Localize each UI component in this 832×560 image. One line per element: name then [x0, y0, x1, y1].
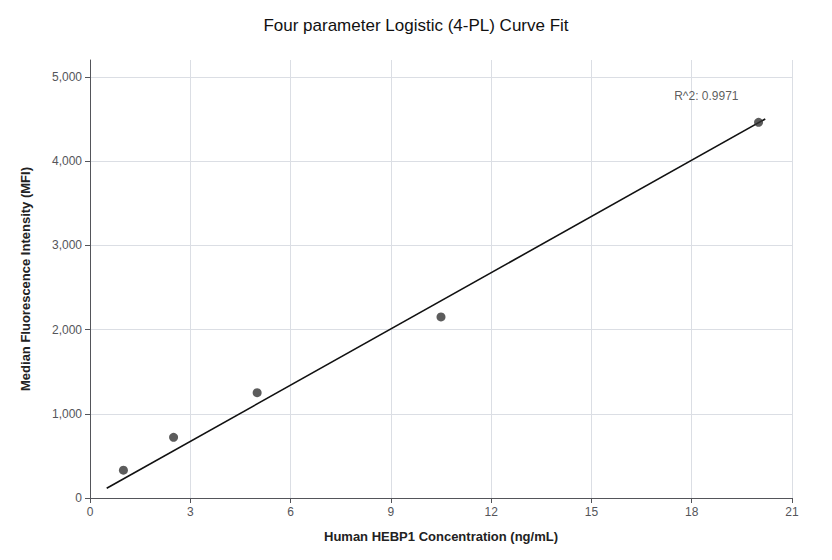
svg-text:21: 21	[785, 505, 799, 519]
svg-text:12: 12	[484, 505, 498, 519]
svg-text:0: 0	[87, 505, 94, 519]
svg-text:Median Fluorescence Intensity: Median Fluorescence Intensity (MFI)	[18, 167, 33, 391]
svg-text:3: 3	[187, 505, 194, 519]
svg-text:9: 9	[388, 505, 395, 519]
svg-text:1,000: 1,000	[52, 407, 82, 421]
svg-text:5,000: 5,000	[52, 70, 82, 84]
svg-text:2,000: 2,000	[52, 323, 82, 337]
svg-text:3,000: 3,000	[52, 238, 82, 252]
svg-text:R^2: 0.9971: R^2: 0.9971	[674, 89, 739, 103]
svg-text:0: 0	[75, 491, 82, 505]
svg-text:18: 18	[685, 505, 699, 519]
svg-text:6: 6	[287, 505, 294, 519]
svg-text:Four parameter Logistic (4-PL): Four parameter Logistic (4-PL) Curve Fit	[263, 16, 568, 35]
svg-text:Human HEBP1 Concentration (ng/: Human HEBP1 Concentration (ng/mL)	[324, 529, 558, 544]
svg-text:15: 15	[585, 505, 599, 519]
svg-text:4,000: 4,000	[52, 154, 82, 168]
